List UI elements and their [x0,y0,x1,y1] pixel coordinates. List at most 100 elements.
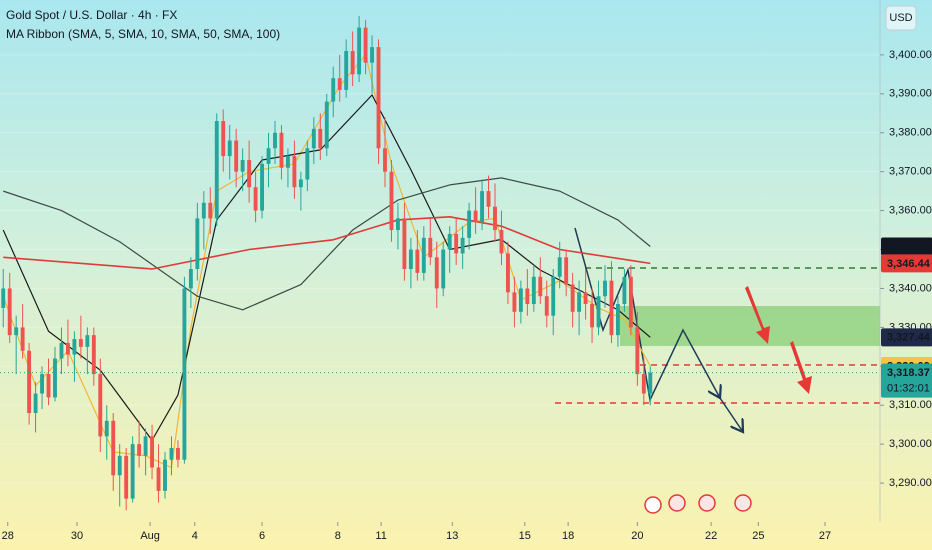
candle-body [221,121,226,157]
candle-body [402,218,407,269]
y-tick-label: 3,360.00 [889,204,932,216]
projection-path [719,397,743,432]
candle-body [53,358,57,398]
candle-body [434,257,439,289]
candle-body [124,455,129,499]
candle-body [91,335,96,375]
candle-body [473,210,478,223]
zone [620,306,880,346]
candle-body [66,342,70,355]
candle-body [525,288,530,305]
candle-body [363,27,368,63]
candle-body [596,296,601,328]
candle-body [292,156,297,188]
candle-body [499,230,504,254]
candle-body [195,218,200,269]
candle-body [396,218,400,231]
candle-body [564,257,569,285]
candle-body [305,148,310,180]
candle-body [376,47,381,149]
candle-body [641,374,646,394]
x-tick-label: 6 [259,530,265,542]
candle-body [570,284,575,312]
countdown: 01:32:01 [887,383,930,395]
candle-body [486,191,491,207]
candle-body [117,455,122,476]
candle-body [201,202,206,219]
candle-body [14,327,19,336]
candle-body [428,237,433,258]
candle-body [266,148,271,164]
candle-body [415,249,420,273]
candle-body [506,253,510,293]
candle-body [318,128,323,149]
candle-body [383,148,387,172]
candle-body [298,179,303,188]
candle-body [227,140,232,157]
candle-body [188,268,193,289]
candle-body [78,339,83,347]
candle-body [111,420,116,476]
price-tag-label: 3,346.44 [887,258,931,270]
candle-body [214,121,219,219]
candle-body [557,257,562,277]
event-icon [734,494,752,512]
candle-body [1,288,6,308]
candle-body [20,327,25,351]
candle-body [590,304,594,328]
price-tag [881,328,932,347]
y-tick-label: 3,300.00 [889,438,932,450]
candle-body [130,444,135,499]
candle-body [350,50,355,75]
candle-body [480,191,484,223]
candle-body [389,171,394,231]
candle-body [357,27,362,75]
x-tick-label: 4 [192,530,198,542]
candle-body [344,50,349,90]
x-tick-label: 11 [375,530,386,542]
candle-body [27,350,32,414]
event-icon [698,494,716,512]
candle-body [577,292,582,312]
candle-body [163,459,167,491]
candle-body [156,467,161,491]
x-tick-label: 8 [335,530,341,542]
candle-body [628,276,633,328]
candle-body [441,249,446,289]
candle-body [98,374,103,437]
candle-body [176,448,180,460]
x-tick-label: 30 [71,530,83,542]
candle-body [208,202,213,219]
candle-body [583,292,588,305]
candle-body [72,339,77,355]
candle-body [337,78,342,90]
y-tick-label: 3,370.00 [889,166,932,178]
candle-body [324,101,329,149]
candle-body [46,374,51,398]
x-tick-label: 13 [446,530,458,542]
y-tick-label: 3,390.00 [889,88,932,100]
candle-body [408,249,413,269]
x-tick-label: 22 [705,530,717,542]
candle-body [137,444,142,456]
price-tag-label: 3,327.44 [887,332,931,344]
price-tag [881,254,932,273]
candle-body [150,436,154,468]
candle-body [286,156,290,168]
candle-body [59,342,64,359]
candle-body [279,132,284,168]
candle-body [518,288,523,312]
candle-body [531,276,536,305]
candle-body [544,296,549,316]
candle-body [635,327,640,375]
candle-body [273,132,277,149]
y-tick-label: 3,290.00 [889,477,932,489]
candle-body [551,276,556,316]
candle-body [609,280,614,336]
candle-body [240,159,245,172]
x-tick-label: 20 [631,530,643,542]
